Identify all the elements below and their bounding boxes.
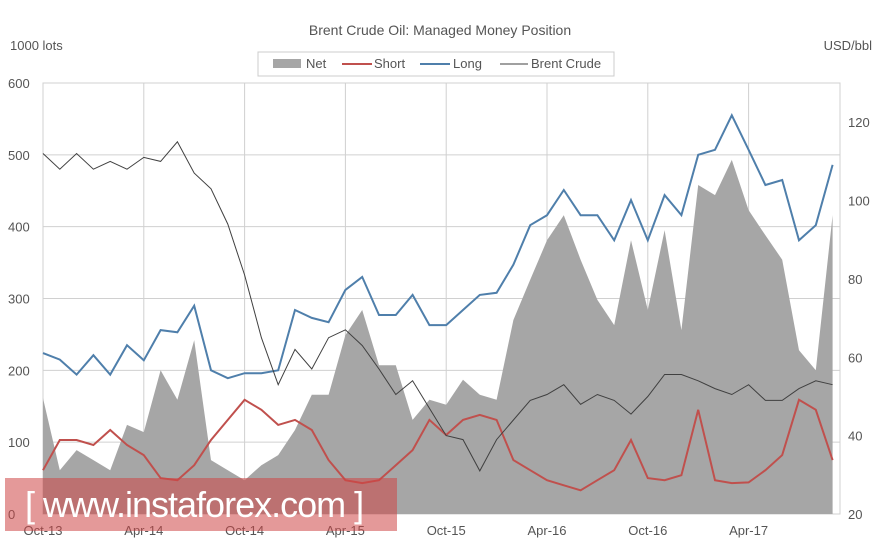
x-tick-label: Apr-17 bbox=[729, 523, 768, 538]
left-tick-label: 200 bbox=[8, 363, 30, 378]
left-axis-label: 1000 lots bbox=[10, 38, 63, 53]
net-area-group bbox=[42, 159, 833, 514]
right-tick-label: 80 bbox=[848, 272, 862, 287]
left-tick-label: 300 bbox=[8, 292, 30, 307]
legend-short: Short bbox=[374, 56, 405, 71]
brent-crude-line bbox=[42, 140, 833, 472]
long-line bbox=[42, 113, 834, 380]
left-tick-label: 100 bbox=[8, 435, 30, 450]
legend-swatch-net bbox=[273, 59, 301, 68]
left-tick-label: 600 bbox=[8, 76, 30, 91]
right-axis-label: USD/bbl bbox=[824, 38, 873, 53]
left-tick-label: 500 bbox=[8, 148, 30, 163]
net-area bbox=[43, 159, 833, 514]
watermark-text: [ www.instaforex.com ] bbox=[25, 484, 364, 525]
legend-brent-crude: Brent Crude bbox=[531, 56, 601, 71]
legend-long: Long bbox=[453, 56, 482, 71]
x-tick-label: Oct-16 bbox=[628, 523, 667, 538]
legend: Net Short Long Brent Crude bbox=[257, 51, 615, 77]
x-tick-label: Oct-15 bbox=[427, 523, 466, 538]
right-tick-label: 60 bbox=[848, 350, 862, 365]
x-tick-label: Apr-16 bbox=[527, 523, 566, 538]
tick-labels: 010020030040050060020406080100120Oct-13A… bbox=[8, 76, 870, 538]
right-tick-label: 100 bbox=[848, 194, 870, 209]
right-tick-label: 40 bbox=[848, 429, 862, 444]
right-tick-label: 20 bbox=[848, 507, 862, 522]
left-tick-label: 400 bbox=[8, 220, 30, 235]
chart-title: Brent Crude Oil: Managed Money Position bbox=[309, 22, 571, 38]
right-tick-label: 120 bbox=[848, 115, 870, 130]
watermark: [ www.instaforex.com ] bbox=[5, 478, 397, 531]
legend-net: Net bbox=[306, 56, 327, 71]
